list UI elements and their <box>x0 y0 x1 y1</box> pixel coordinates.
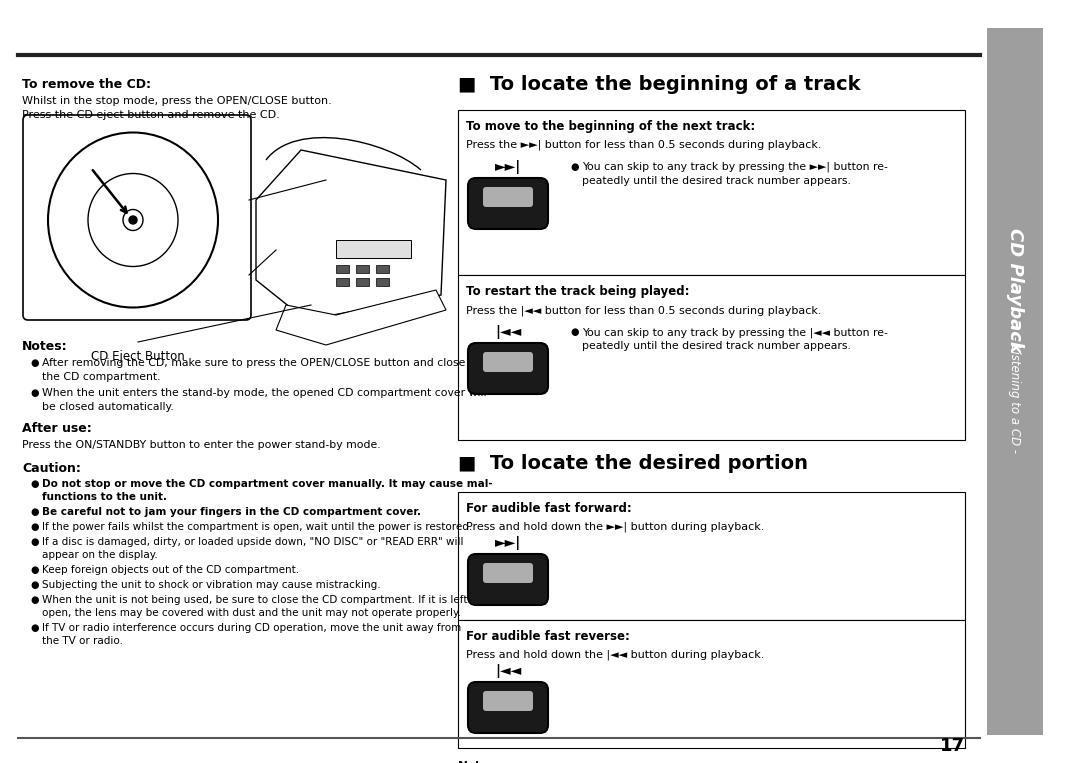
Text: ●: ● <box>30 623 39 633</box>
Text: You can skip to any track by pressing the |◄◄ button re-: You can skip to any track by pressing th… <box>582 327 888 337</box>
Text: If a disc is damaged, dirty, or loaded upside down, "NO DISC" or "READ ERR" will: If a disc is damaged, dirty, or loaded u… <box>42 537 463 547</box>
Text: If TV or radio interference occurs during CD operation, move the unit away from: If TV or radio interference occurs durin… <box>42 623 461 633</box>
Bar <box>458 620 966 748</box>
Text: For audible fast reverse:: For audible fast reverse: <box>465 630 630 643</box>
Text: ■  To locate the beginning of a track: ■ To locate the beginning of a track <box>458 75 861 94</box>
Text: To remove the CD:: To remove the CD: <box>22 78 151 91</box>
Text: Notes:: Notes: <box>22 340 68 353</box>
FancyBboxPatch shape <box>468 682 548 733</box>
Text: ■  To locate the desired portion: ■ To locate the desired portion <box>458 454 808 473</box>
Text: ●: ● <box>30 388 39 398</box>
FancyBboxPatch shape <box>468 343 548 394</box>
Text: After use:: After use: <box>22 422 92 435</box>
Text: ●: ● <box>30 565 39 575</box>
Text: ●: ● <box>30 479 39 489</box>
Text: the TV or radio.: the TV or radio. <box>42 636 123 646</box>
Text: Press and hold down the ►►| button during playback.: Press and hold down the ►►| button durin… <box>465 522 765 533</box>
Text: CD Playback: CD Playback <box>1005 227 1024 353</box>
Text: ●: ● <box>30 522 39 532</box>
Text: Be careful not to jam your fingers in the CD compartment cover.: Be careful not to jam your fingers in th… <box>42 507 421 517</box>
Text: Press the |◄◄ button for less than 0.5 seconds during playback.: Press the |◄◄ button for less than 0.5 s… <box>465 305 822 315</box>
Bar <box>336 240 411 258</box>
Bar <box>987 28 1043 735</box>
Text: functions to the unit.: functions to the unit. <box>42 492 167 502</box>
Polygon shape <box>256 150 446 320</box>
Bar <box>356 278 369 286</box>
Text: Notes:: Notes: <box>458 760 501 763</box>
Bar <box>458 492 966 620</box>
FancyBboxPatch shape <box>483 187 534 207</box>
Text: |◄◄: |◄◄ <box>495 664 522 678</box>
Text: When the unit enters the stand-by mode, the opened CD compartment cover will: When the unit enters the stand-by mode, … <box>42 388 486 398</box>
Text: You can skip to any track by pressing the ►►| button re-: You can skip to any track by pressing th… <box>582 162 888 172</box>
Text: CD Eject Button: CD Eject Button <box>91 350 185 363</box>
Text: For audible fast forward:: For audible fast forward: <box>465 502 632 515</box>
Bar <box>458 275 966 440</box>
Text: To restart the track being played:: To restart the track being played: <box>465 285 689 298</box>
FancyBboxPatch shape <box>23 115 251 320</box>
Text: To move to the beginning of the next track:: To move to the beginning of the next tra… <box>465 120 755 133</box>
Text: Do not stop or move the CD compartment cover manually. It may cause mal-: Do not stop or move the CD compartment c… <box>42 479 492 489</box>
Bar <box>458 110 966 275</box>
Text: Press the ►►| button for less than 0.5 seconds during playback.: Press the ►►| button for less than 0.5 s… <box>465 140 822 150</box>
Text: appear on the display.: appear on the display. <box>42 550 158 560</box>
Bar <box>356 265 369 273</box>
Text: Press the ON/STANDBY button to enter the power stand-by mode.: Press the ON/STANDBY button to enter the… <box>22 440 380 450</box>
FancyBboxPatch shape <box>483 563 534 583</box>
Text: peatedly until the desired track number appears.: peatedly until the desired track number … <box>582 341 851 351</box>
Text: the CD compartment.: the CD compartment. <box>42 372 161 382</box>
Text: When the unit is not being used, be sure to close the CD compartment. If it is l: When the unit is not being used, be sure… <box>42 595 468 605</box>
Text: open, the lens may be covered with dust and the unit may not operate properly.: open, the lens may be covered with dust … <box>42 608 461 618</box>
Text: ●: ● <box>30 537 39 547</box>
Bar <box>376 278 389 286</box>
FancyBboxPatch shape <box>483 691 534 711</box>
FancyBboxPatch shape <box>468 554 548 605</box>
Bar <box>376 265 389 273</box>
Text: Press the CD eject button and remove the CD.: Press the CD eject button and remove the… <box>22 110 280 120</box>
FancyBboxPatch shape <box>468 178 548 229</box>
Text: Keep foreign objects out of the CD compartment.: Keep foreign objects out of the CD compa… <box>42 565 299 575</box>
Text: 17: 17 <box>940 737 966 755</box>
Text: After removing the CD, make sure to press the OPEN/CLOSE button and close: After removing the CD, make sure to pres… <box>42 358 465 368</box>
FancyBboxPatch shape <box>483 352 534 372</box>
Text: If the power fails whilst the compartment is open, wait until the power is resto: If the power fails whilst the compartmen… <box>42 522 472 532</box>
Text: - Listening to a CD -: - Listening to a CD - <box>1009 336 1022 453</box>
Text: ●: ● <box>30 595 39 605</box>
Text: ●: ● <box>570 327 579 337</box>
Text: Whilst in the stop mode, press the OPEN/CLOSE button.: Whilst in the stop mode, press the OPEN/… <box>22 96 332 106</box>
Text: ►►|: ►►| <box>495 160 522 174</box>
Bar <box>336 278 349 286</box>
Text: ●: ● <box>30 507 39 517</box>
Text: Subjecting the unit to shock or vibration may cause mistracking.: Subjecting the unit to shock or vibratio… <box>42 580 380 590</box>
Text: Caution:: Caution: <box>22 462 81 475</box>
Bar <box>336 265 349 273</box>
Text: |◄◄: |◄◄ <box>495 325 522 339</box>
Polygon shape <box>276 290 446 345</box>
Ellipse shape <box>129 216 137 224</box>
Text: peatedly until the desired track number appears.: peatedly until the desired track number … <box>582 176 851 186</box>
Text: be closed automatically.: be closed automatically. <box>42 402 174 412</box>
Text: ●: ● <box>30 580 39 590</box>
Text: ●: ● <box>30 358 39 368</box>
Text: Press and hold down the |◄◄ button during playback.: Press and hold down the |◄◄ button durin… <box>465 650 765 661</box>
Text: ►►|: ►►| <box>495 536 522 550</box>
Text: ●: ● <box>570 162 579 172</box>
